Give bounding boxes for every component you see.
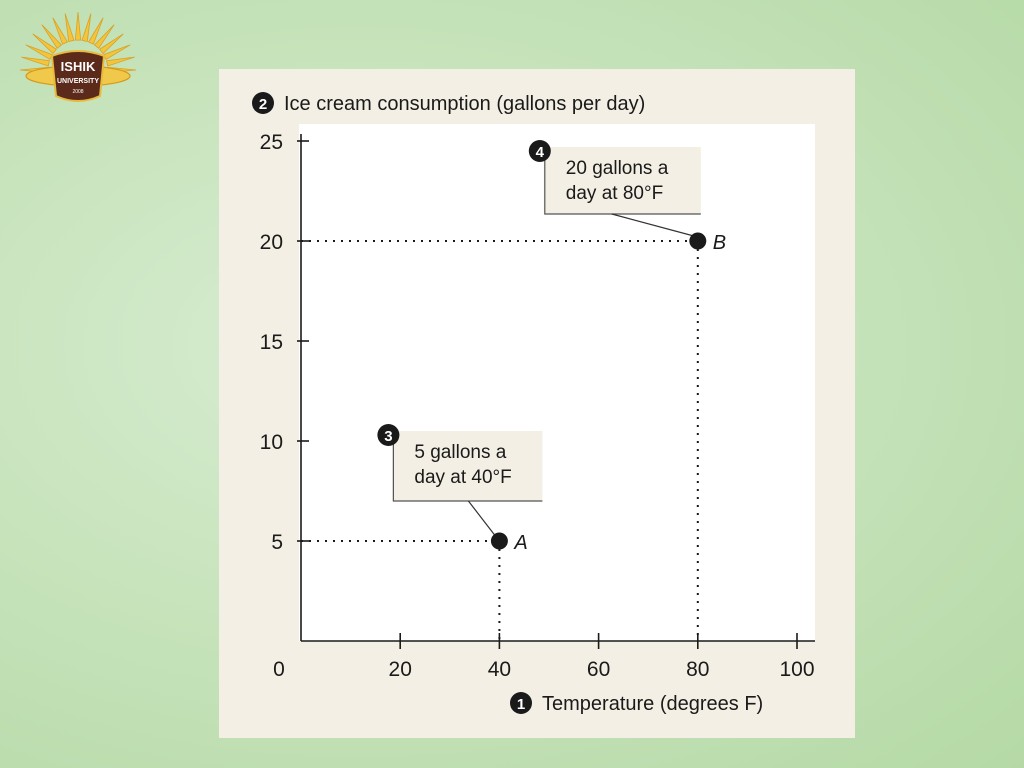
callout-box — [392, 431, 543, 501]
data-point-b — [689, 232, 707, 250]
x-tick-label: 60 — [587, 658, 610, 681]
logo-subname: UNIVERSITY — [57, 78, 99, 85]
logo-name: ISHIK — [61, 59, 96, 74]
callout-b: 4 20 gallons a day at 80°F — [528, 140, 701, 237]
chart-panel: 20 40 60 80 100 5 10 15 20 25 0 2 Ice cream cons… — [219, 69, 855, 738]
origin-label: 0 — [273, 658, 285, 681]
callout-text-line: 20 gallons a — [566, 158, 669, 179]
callout-leader-line — [611, 213, 694, 237]
y-tick-label: 20 — [260, 231, 283, 254]
y-axis-label: Ice cream consumption (gallons per day) — [284, 93, 645, 115]
callout-border — [392, 443, 543, 502]
title-marker-number: 2 — [259, 96, 267, 113]
x-tick-label: 40 — [488, 658, 511, 681]
point-label-a: A — [513, 532, 527, 554]
x-tick-label: 100 — [779, 658, 814, 681]
callout-box — [543, 147, 701, 214]
xlabel-marker-number: 1 — [517, 696, 525, 713]
callout-text-line: day at 40°F — [414, 467, 511, 488]
callout-marker — [377, 424, 400, 446]
title-marker: 2 — [252, 92, 274, 114]
y-tick-label: 10 — [260, 431, 283, 454]
y-tick-label: 5 — [271, 531, 283, 554]
x-axis-label: Temperature (degrees F) — [542, 693, 763, 715]
x-tick-label: 20 — [389, 658, 412, 681]
callout-marker-number: 3 — [384, 428, 392, 445]
xlabel-marker: 1 — [510, 692, 532, 714]
callout-marker-number: 4 — [536, 144, 545, 161]
callout-a: 3 5 gallons a day at 40°F — [377, 424, 543, 537]
x-tick-label: 80 — [686, 658, 709, 681]
callout-marker — [528, 140, 551, 162]
callout-text-line: 5 gallons a — [414, 442, 506, 463]
scatter-chart: 20 40 60 80 100 5 10 15 20 25 0 2 Ice cream cons… — [252, 92, 815, 715]
callout-text-line: day at 80°F — [566, 183, 663, 204]
callout-leader-line — [467, 500, 496, 537]
point-label-b: B — [713, 232, 726, 254]
university-logo: ISHIK UNIVERSITY 2008 — [19, 11, 137, 102]
data-point-a — [490, 532, 508, 550]
logo-year: 2008 — [72, 89, 83, 95]
y-tick-label: 25 — [260, 131, 283, 154]
callout-border — [544, 159, 701, 215]
y-tick-label: 15 — [260, 331, 283, 354]
